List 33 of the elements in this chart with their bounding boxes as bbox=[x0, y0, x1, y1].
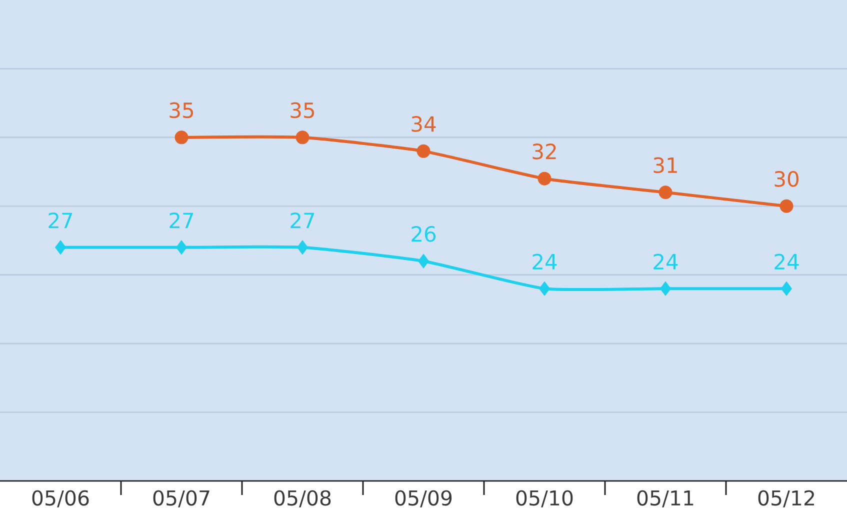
data-label: 24 bbox=[532, 254, 557, 270]
x-tick-label: 05/12 bbox=[758, 490, 814, 508]
point bbox=[538, 172, 552, 186]
point bbox=[418, 254, 429, 268]
point bbox=[660, 281, 671, 296]
x-tick-label: 05/09 bbox=[395, 490, 452, 508]
point bbox=[780, 199, 794, 213]
point bbox=[174, 130, 188, 144]
data-label: 27 bbox=[48, 212, 72, 228]
point bbox=[296, 130, 310, 144]
x-tick-label: 05/07 bbox=[153, 490, 210, 508]
x-tick-label: 05/11 bbox=[637, 490, 694, 508]
data-label: 27 bbox=[290, 212, 314, 228]
x-tick-label: 05/06 bbox=[32, 490, 89, 508]
point bbox=[55, 240, 66, 255]
point bbox=[539, 281, 550, 296]
point bbox=[176, 240, 187, 255]
data-label: 24 bbox=[654, 254, 678, 270]
data-label: 31 bbox=[654, 157, 677, 174]
point bbox=[416, 144, 430, 158]
data-label: 30 bbox=[774, 171, 798, 187]
point bbox=[297, 240, 308, 255]
data-label: 35 bbox=[290, 102, 314, 118]
point bbox=[658, 186, 672, 200]
x-tick-label: 05/08 bbox=[274, 490, 331, 508]
data-label: 26 bbox=[412, 226, 436, 242]
data-label: 24 bbox=[774, 254, 799, 270]
point bbox=[781, 281, 792, 296]
data-label: 34 bbox=[412, 116, 436, 132]
x-tick-label: 05/10 bbox=[516, 490, 573, 508]
data-label: 35 bbox=[170, 102, 194, 118]
data-label: 32 bbox=[532, 144, 556, 160]
data-label: 27 bbox=[170, 212, 194, 228]
